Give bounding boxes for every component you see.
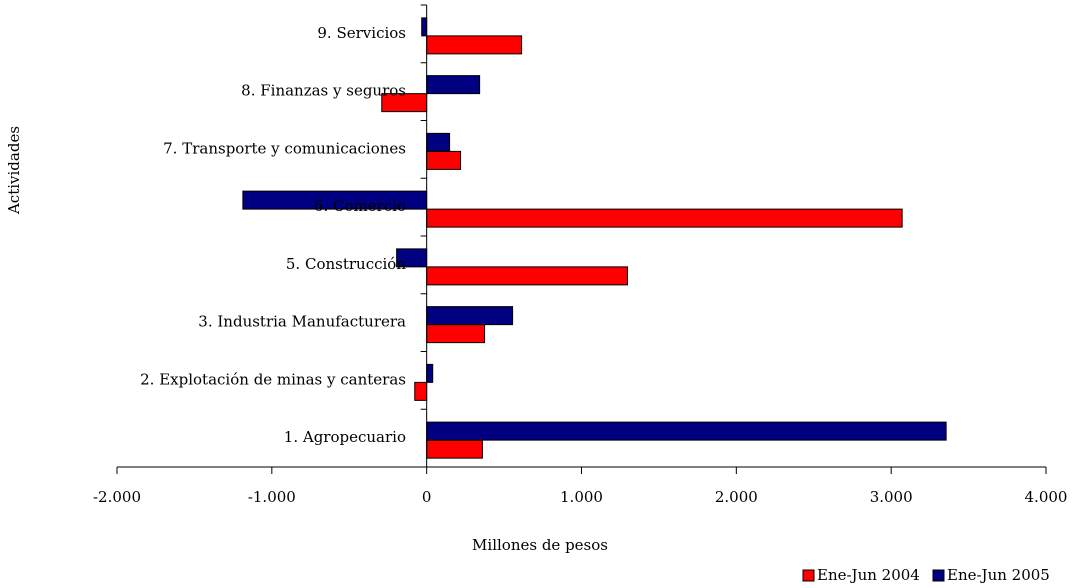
x-tick-label: -2.000: [93, 488, 141, 506]
y-tick-label: 3. Industria Manufacturera: [198, 313, 406, 331]
x-tick-label: 4.000: [1025, 488, 1068, 506]
y-tick-label: 6. Comercio: [314, 197, 406, 215]
x-tick-label: 1.000: [560, 488, 603, 506]
bar: [426, 132, 451, 152]
legend-label: Ene-Jun 2004: [817, 566, 920, 584]
y-axis-title: Actividades: [5, 126, 23, 215]
x-tick-label: 2.000: [715, 488, 758, 506]
y-tick-label: 5. Construcción: [286, 255, 406, 273]
y-tick-label: 7. Transporte y comunicaciones: [163, 139, 406, 157]
legend-swatch: [802, 569, 815, 582]
bar: [426, 75, 481, 95]
bar: [426, 266, 628, 286]
y-tick-label: 9. Servicios: [317, 24, 406, 42]
y-tick-label: 2. Explotación de minas y canteras: [140, 370, 406, 388]
legend-swatch: [932, 569, 945, 582]
bar: [426, 324, 486, 344]
x-axis-title: Millones de pesos: [472, 536, 608, 554]
y-tick-label: 1. Agropecuario: [284, 428, 406, 446]
bar: [426, 35, 523, 55]
bar: [426, 421, 947, 441]
x-tick-label: 0: [422, 488, 432, 506]
bar: [426, 150, 462, 170]
x-tick-label: 3.000: [870, 488, 913, 506]
bar: [421, 17, 428, 37]
bar: [426, 208, 903, 228]
legend-label: Ene-Jun 2005: [947, 566, 1050, 584]
bar: [426, 363, 434, 383]
x-tick-label: -1.000: [248, 488, 296, 506]
bar: [426, 306, 514, 326]
bar: [414, 381, 428, 401]
bar: [426, 439, 483, 459]
y-tick-label: 8. Finanzas y seguros: [241, 82, 406, 100]
